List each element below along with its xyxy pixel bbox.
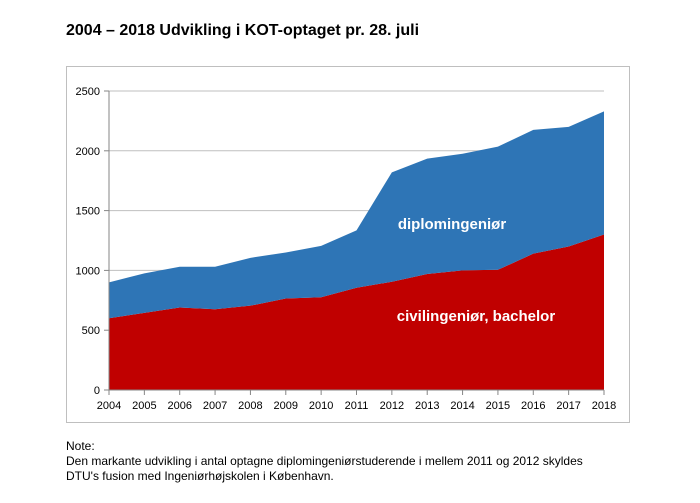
area-series — [109, 111, 604, 390]
y-tick-label: 2500 — [76, 86, 100, 98]
x-tick-label: 2012 — [380, 400, 404, 412]
note-line-1: Den markante udvikling i antal optagne d… — [66, 454, 583, 468]
area-series-1 — [109, 234, 604, 390]
x-tick-label: 2006 — [167, 400, 191, 412]
chart-frame — [66, 66, 630, 423]
y-tick-label: 1500 — [76, 206, 100, 218]
x-tick-label: 2013 — [415, 400, 439, 412]
y-tick-label: 1000 — [76, 265, 100, 277]
x-tick-label: 2009 — [274, 400, 298, 412]
x-tick-label: 2011 — [345, 400, 369, 412]
x-tick-label: 2017 — [556, 400, 580, 412]
y-tick-label: 2000 — [76, 146, 100, 158]
x-tick-label: 2015 — [486, 400, 510, 412]
area-series-2 — [109, 111, 604, 319]
series-label-civilingenior-bachelor: civilingeniør, bachelor — [397, 308, 556, 325]
axes — [104, 90, 605, 395]
x-tick-label: 2008 — [238, 400, 262, 412]
note-line-2: DTU's fusion med Ingeniørhøjskolen i Køb… — [66, 469, 334, 483]
y-tick-label: 500 — [82, 325, 100, 337]
note-heading: Note: — [66, 439, 95, 453]
note: Note: Den markante udvikling i antal opt… — [66, 439, 583, 484]
x-tick-label: 2018 — [592, 400, 616, 412]
x-tick-label: 2016 — [521, 400, 545, 412]
y-tick-labels: 0 500 1000 1500 2000 2500 — [76, 86, 100, 397]
chart-title: 2004 – 2018 Udvikling i KOT-optaget pr. … — [66, 22, 420, 39]
x-tick-labels: 2004 2005 2006 2007 2008 2009 2010 2011 2012 2013… — [97, 400, 616, 412]
x-tick-label: 2004 — [97, 400, 121, 412]
x-tick-label: 2005 — [132, 400, 156, 412]
y-tick-label: 0 — [94, 385, 100, 397]
x-tick-label: 2014 — [450, 400, 474, 412]
x-tick-label: 2007 — [203, 400, 227, 412]
series-label-diplomingenior: diplomingeniør — [398, 216, 506, 233]
x-tick-label: 2010 — [309, 400, 333, 412]
